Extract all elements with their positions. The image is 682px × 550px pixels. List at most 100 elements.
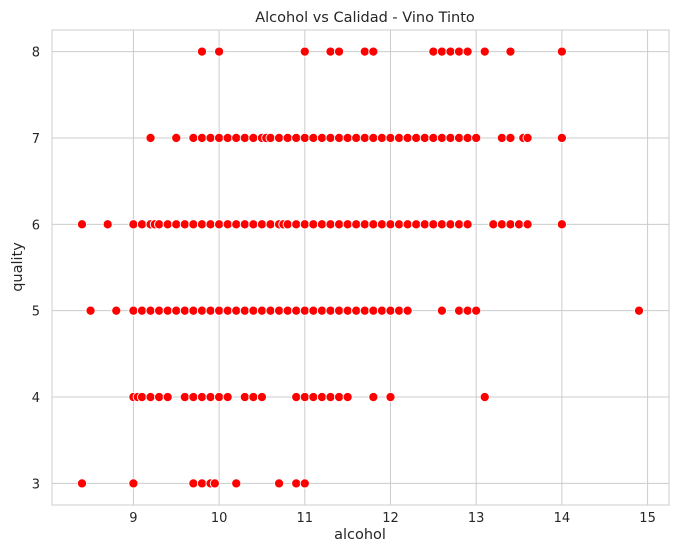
data-point bbox=[419, 219, 430, 230]
data-point bbox=[179, 305, 190, 316]
gridlines bbox=[52, 30, 669, 505]
data-point bbox=[308, 132, 319, 144]
data-point bbox=[188, 478, 199, 489]
data-point bbox=[462, 132, 473, 144]
data-point bbox=[342, 219, 353, 230]
data-point bbox=[368, 391, 379, 403]
data-point bbox=[239, 391, 250, 403]
data-point bbox=[274, 478, 285, 489]
data-point bbox=[154, 305, 165, 316]
data-point bbox=[76, 219, 88, 230]
y-tick-label: 3 bbox=[32, 477, 40, 492]
data-point bbox=[154, 219, 165, 230]
data-point bbox=[291, 132, 302, 144]
data-point bbox=[359, 219, 370, 230]
data-point bbox=[282, 132, 293, 144]
data-point bbox=[522, 132, 533, 144]
data-point bbox=[351, 132, 362, 144]
data-point bbox=[316, 219, 327, 230]
data-point bbox=[436, 46, 447, 57]
data-point bbox=[556, 219, 567, 230]
data-point bbox=[428, 46, 439, 57]
data-point bbox=[436, 305, 447, 316]
data-point bbox=[462, 305, 473, 316]
data-point bbox=[385, 132, 396, 144]
data-point bbox=[231, 305, 242, 316]
data-point bbox=[162, 219, 173, 230]
data-point bbox=[282, 305, 293, 316]
data-point bbox=[334, 219, 345, 230]
data-point bbox=[299, 219, 310, 230]
data-point bbox=[402, 219, 413, 230]
x-axis-label: alcohol bbox=[334, 527, 386, 543]
data-point bbox=[214, 46, 225, 57]
data-point bbox=[179, 219, 190, 230]
data-point bbox=[325, 46, 336, 57]
data-point bbox=[209, 478, 220, 489]
data-point bbox=[556, 46, 567, 57]
x-tick-label: 13 bbox=[468, 511, 485, 526]
data-point bbox=[505, 132, 516, 144]
data-point bbox=[188, 132, 199, 144]
data-point bbox=[136, 391, 148, 403]
data-point bbox=[428, 219, 439, 230]
data-point bbox=[299, 391, 310, 403]
data-point bbox=[299, 46, 310, 57]
data-point bbox=[145, 391, 156, 403]
data-point bbox=[325, 219, 336, 230]
x-tick-label: 9 bbox=[129, 511, 137, 526]
x-axis-ticks: 9 10 11 12 13 14 15 bbox=[129, 511, 656, 526]
data-point bbox=[368, 219, 379, 230]
data-point bbox=[196, 305, 208, 316]
data-point bbox=[196, 46, 208, 57]
data-point bbox=[316, 391, 327, 403]
data-point bbox=[633, 305, 645, 316]
data-point bbox=[136, 219, 148, 230]
data-point bbox=[274, 305, 285, 316]
data-point bbox=[359, 132, 370, 144]
data-point bbox=[334, 391, 345, 403]
data-point bbox=[145, 305, 156, 316]
y-tick-label: 7 bbox=[32, 132, 40, 147]
plot-area-frame bbox=[51, 29, 670, 506]
data-point bbox=[411, 132, 422, 144]
data-point bbox=[162, 391, 173, 403]
data-point bbox=[394, 305, 405, 316]
data-point bbox=[368, 305, 379, 316]
data-point bbox=[436, 132, 447, 144]
data-point bbox=[76, 478, 88, 489]
data-point bbox=[248, 391, 259, 403]
data-point bbox=[436, 219, 447, 230]
data-point bbox=[291, 305, 302, 316]
data-point bbox=[522, 219, 533, 230]
data-point bbox=[188, 305, 199, 316]
data-point bbox=[265, 305, 276, 316]
data-point bbox=[385, 305, 396, 316]
data-point bbox=[334, 46, 345, 57]
data-point bbox=[102, 219, 113, 230]
x-tick-label: 10 bbox=[211, 511, 228, 526]
data-point bbox=[308, 219, 319, 230]
y-tick-label: 4 bbox=[32, 391, 40, 406]
data-point bbox=[111, 305, 122, 316]
data-point bbox=[188, 219, 199, 230]
x-tick-label: 14 bbox=[554, 511, 571, 526]
data-points bbox=[76, 46, 645, 489]
data-point bbox=[385, 219, 396, 230]
data-point bbox=[453, 132, 465, 144]
data-point bbox=[334, 132, 345, 144]
data-point bbox=[402, 305, 413, 316]
data-point bbox=[265, 132, 276, 144]
data-point bbox=[136, 305, 148, 316]
data-point bbox=[239, 305, 250, 316]
data-point bbox=[342, 132, 353, 144]
data-point bbox=[351, 219, 362, 230]
x-tick-label: 12 bbox=[382, 511, 399, 526]
data-point bbox=[368, 46, 379, 57]
data-point bbox=[462, 219, 473, 230]
y-tick-label: 5 bbox=[32, 305, 40, 320]
data-point bbox=[479, 46, 490, 57]
data-point bbox=[308, 305, 319, 316]
data-point bbox=[248, 132, 259, 144]
data-point bbox=[496, 219, 507, 230]
